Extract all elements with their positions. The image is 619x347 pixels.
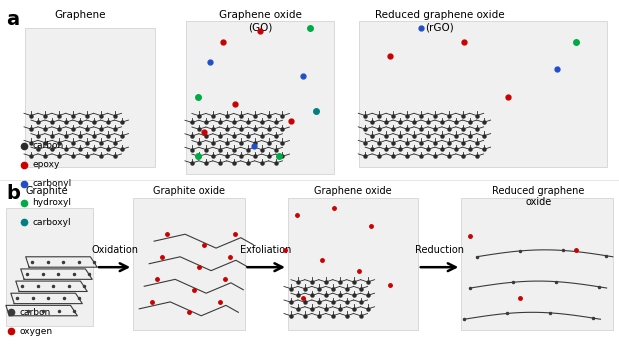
Text: carboxyl: carboxyl (32, 218, 71, 227)
Text: a: a (6, 10, 19, 29)
Bar (288, 198, 418, 330)
Bar (6, 208, 93, 326)
Bar (25, 28, 155, 167)
Text: oxygen: oxygen (20, 327, 53, 336)
Text: Reduction: Reduction (415, 245, 464, 255)
Text: carbon: carbon (20, 308, 51, 317)
Text: carbon: carbon (32, 141, 63, 150)
Text: Exfoliation: Exfoliation (241, 245, 292, 255)
Text: Reduced graphene
oxide: Reduced graphene oxide (492, 186, 585, 207)
Bar (461, 198, 613, 330)
Text: carbonyl: carbonyl (32, 179, 71, 188)
Text: Graphene oxide
(GO): Graphene oxide (GO) (219, 10, 301, 32)
Text: Graphene: Graphene (54, 10, 106, 20)
Text: hydroxyl: hydroxyl (32, 198, 71, 208)
Text: Reduced graphene oxide
(rGO): Reduced graphene oxide (rGO) (374, 10, 504, 32)
Text: epoxy: epoxy (32, 160, 59, 169)
Text: Graphite oxide: Graphite oxide (153, 186, 225, 196)
Text: b: b (6, 184, 20, 203)
Text: Graphite: Graphite (25, 186, 67, 196)
Text: Graphene oxide: Graphene oxide (314, 186, 392, 196)
Bar (133, 198, 245, 330)
Bar (186, 21, 334, 174)
Bar (359, 21, 607, 167)
Text: Oxidation: Oxidation (91, 245, 138, 255)
